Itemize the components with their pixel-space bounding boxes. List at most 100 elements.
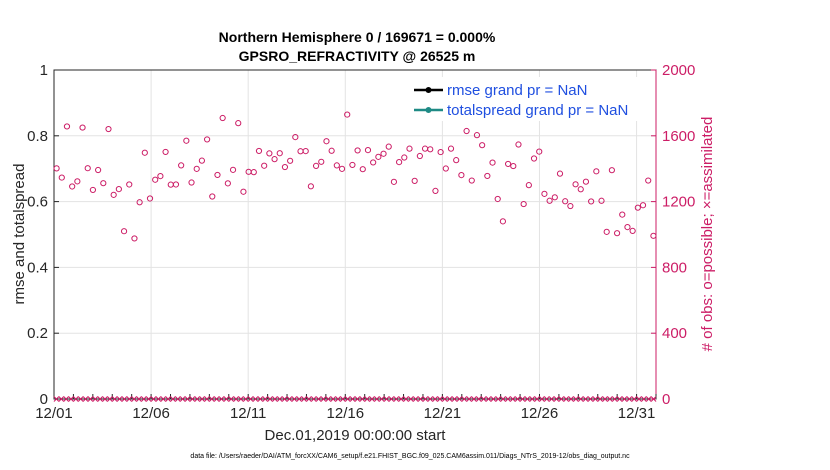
possible-obs-point (79, 124, 86, 131)
assimilated-obs-point (553, 396, 560, 402)
possible-obs-point (546, 197, 553, 204)
assimilated-obs-point (568, 396, 574, 402)
possible-obs-point (146, 195, 154, 202)
assimilated-obs-point (247, 396, 254, 402)
assimilated-obs-point (602, 396, 608, 402)
assimilated-obs-point (563, 396, 570, 402)
possible-obs-point (328, 147, 335, 154)
possible-obs-point (266, 150, 273, 157)
assimilated-obs-point (456, 396, 463, 402)
possible-obs-point (634, 204, 641, 211)
assimilated-obs-point (577, 396, 584, 402)
possible-obs-point (255, 147, 263, 155)
possible-obs-point (484, 172, 491, 180)
assimilated-obs-point (480, 396, 487, 402)
possible-obs-point (84, 165, 91, 172)
assimilated-obs-point (519, 396, 526, 402)
possible-obs-point (447, 145, 455, 152)
possible-obs-point (390, 178, 398, 185)
possible-obs-point (458, 172, 465, 179)
assimilated-obs-point (631, 396, 638, 402)
possible-obs-point (349, 161, 356, 169)
left-y-axis-label: rmse and totalspread (11, 164, 28, 305)
left-y-tick-label: 0 (40, 391, 48, 408)
possible-obs-point (53, 165, 60, 172)
possible-obs-point (302, 147, 309, 155)
assimilated-obs-point (121, 396, 128, 402)
assimilated-obs-point (306, 396, 312, 402)
assimilated-obs-point (194, 396, 201, 402)
possible-obs-point (354, 147, 361, 154)
assimilated-obs-point (432, 396, 438, 402)
possible-obs-point (287, 157, 294, 164)
assimilated-obs-point (534, 396, 540, 402)
assimilated-obs-point (145, 396, 152, 402)
assimilated-obs-point (170, 396, 176, 402)
assimilated-obs-point (252, 396, 259, 402)
possible-obs-point (510, 162, 517, 170)
assimilated-obs-point (330, 396, 337, 402)
assimilated-obs-point (213, 396, 220, 402)
assimilated-obs-point (189, 396, 196, 402)
assimilated-obs-point (325, 396, 332, 402)
assimilated-obs-point (524, 396, 531, 402)
possible-obs-point (567, 202, 574, 210)
left-y-tick-label: 0.2 (27, 325, 48, 342)
possible-obs-point (619, 211, 626, 218)
possible-obs-point (442, 165, 449, 172)
assimilated-obs-point (466, 396, 472, 402)
left-y-tick-label: 0.4 (27, 259, 48, 276)
possible-obs-series (53, 111, 657, 242)
assimilated-obs-point (500, 396, 506, 402)
possible-obs-point (588, 198, 595, 205)
assimilated-obs-point (558, 396, 565, 402)
left-y-tick-label: 1 (40, 62, 48, 79)
assimilated-obs-point (529, 396, 536, 402)
possible-obs-point (629, 227, 636, 234)
assimilated-obs-point (340, 396, 346, 402)
assimilated-obs-point (97, 396, 103, 402)
assimilated-obs-point (349, 396, 356, 402)
assimilated-obs-point (383, 396, 390, 402)
assimilated-obs-point (417, 396, 424, 402)
possible-obs-point (203, 136, 211, 143)
possible-obs-point (152, 176, 159, 183)
x-tick-label: 12/11 (230, 405, 266, 422)
assimilated-obs-point (514, 396, 521, 402)
possible-obs-point (344, 111, 351, 118)
possible-obs-point (359, 166, 366, 173)
possible-obs-point (276, 150, 283, 157)
assimilated-obs-point (446, 396, 453, 402)
possible-obs-point (157, 173, 164, 180)
assimilated-obs-point (422, 396, 429, 402)
x-tick-label: 12/06 (132, 405, 170, 422)
assimilated-obs-point (451, 396, 458, 402)
assimilated-obs-point (592, 396, 599, 402)
possible-obs-point (463, 127, 470, 135)
assimilated-obs-point (92, 396, 99, 402)
possible-obs-point (525, 182, 532, 189)
possible-obs-point (219, 114, 226, 122)
possible-obs-point (136, 199, 143, 206)
assimilated-obs-point (597, 396, 604, 402)
possible-obs-point (172, 181, 180, 188)
possible-obs-point (224, 180, 231, 187)
x-tick-label: 12/26 (521, 405, 559, 422)
assimilated-obs-point (160, 396, 167, 402)
footnote-data-file: data file: /Users/raeder/DAI/ATM_forcXX/… (190, 453, 630, 460)
assimilated-obs-point (427, 396, 434, 402)
possible-obs-point (141, 149, 148, 156)
assimilated-obs-point (539, 396, 545, 402)
x-tick-label: 12/01 (35, 405, 73, 422)
assimilated-obs-point (471, 396, 477, 402)
possible-obs-point (209, 193, 216, 200)
possible-obs-point (198, 157, 206, 164)
assimilated-obs-point (461, 396, 468, 402)
assimilated-obs-point (495, 396, 502, 402)
possible-obs-point (499, 218, 507, 225)
assimilated-obs-point (223, 396, 230, 402)
assimilated-obs-point (301, 396, 307, 402)
possible-obs-point (131, 235, 138, 242)
possible-obs-point (515, 141, 522, 148)
possible-obs-point (120, 228, 128, 235)
